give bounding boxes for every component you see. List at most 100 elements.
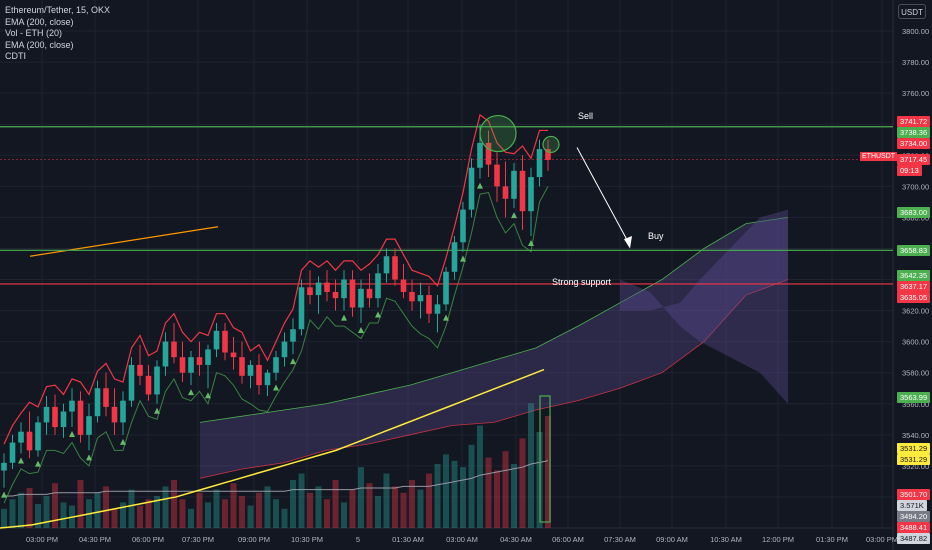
candle (392, 248, 398, 286)
volume-bar (120, 502, 126, 528)
legend-ema-1[interactable]: EMA (200, close) (5, 16, 74, 27)
candle (222, 323, 228, 361)
candle-body (1, 462, 7, 471)
volume-bar (341, 502, 347, 528)
candle-body (111, 406, 118, 423)
volume-bar (205, 502, 211, 528)
y-tick-label: 3620.00 (902, 307, 929, 316)
candle (434, 295, 441, 333)
volume-bar (417, 489, 424, 528)
candle-body (35, 422, 41, 451)
candle (230, 336, 237, 370)
candle-body (222, 330, 228, 353)
volume-bar (94, 492, 101, 528)
volume-highlight-box (539, 395, 551, 523)
buy-signal-triangle (358, 327, 364, 334)
buy-signal-triangle (290, 358, 296, 365)
y-tick-label: 3560.00 (902, 400, 929, 409)
candle (375, 264, 381, 318)
candle-body (154, 366, 160, 395)
legend-ema-2[interactable]: EMA (200, close) (5, 39, 74, 50)
price-tag: 3683.00 (897, 207, 931, 219)
volume-bar (528, 403, 534, 528)
peak-circle (479, 114, 517, 153)
candle-body (264, 372, 271, 386)
volume-bar (366, 483, 373, 528)
candle (239, 341, 245, 384)
volume-bar (264, 486, 271, 528)
buy-annotation: Buy (648, 231, 664, 241)
volume-bar (239, 496, 245, 528)
volume-bar (392, 486, 398, 528)
x-tick-label: 01:30 PM (816, 535, 848, 544)
buy-signal-triangle (69, 431, 75, 438)
candle-body (528, 177, 534, 212)
legend-cdti[interactable]: CDTI (5, 51, 26, 61)
candle (349, 270, 356, 317)
candle-body (349, 279, 356, 308)
candle (528, 167, 534, 247)
x-tick-label: 07:30 AM (604, 535, 636, 544)
candle-body (9, 442, 16, 463)
candle (256, 354, 262, 395)
volume-bar (137, 505, 143, 528)
candle-body (77, 400, 84, 435)
candle (60, 403, 67, 438)
projection-arrowhead (624, 236, 632, 249)
currency-button[interactable]: USDT (898, 4, 926, 19)
candle-body (120, 400, 126, 423)
candle-body (315, 282, 322, 296)
price-tag: 3658.83 (897, 244, 931, 256)
buy-signal-triangle (273, 384, 279, 391)
buy-signal-triangle (205, 392, 211, 399)
volume-bar (230, 483, 237, 528)
countdown-tag: 09:13 (897, 164, 922, 176)
price-tag: 3642.35 (897, 270, 931, 282)
x-tick-label: 03:00 AM (446, 535, 478, 544)
volume-bar (35, 504, 41, 528)
volume-bar (545, 416, 551, 528)
volume-bar (111, 508, 118, 528)
volume-bar (443, 454, 449, 528)
candle-body (162, 341, 169, 367)
x-tick-label: 03:00 PM (866, 535, 898, 544)
buy-signal-triangle (18, 457, 24, 464)
volume-bar (315, 486, 322, 528)
volume-bar (494, 470, 500, 528)
price-tag: 3531.29 (897, 453, 931, 465)
legend-symbol[interactable]: Ethereum/Tether, 15, OKX (5, 5, 111, 15)
buy-signal-triangle (375, 311, 381, 318)
candle-body (434, 304, 441, 314)
y-tick-label: 3600.00 (902, 338, 929, 347)
candle (536, 139, 543, 187)
volume-bar (358, 467, 364, 528)
candle-body (545, 149, 551, 160)
candle-body (94, 388, 101, 417)
volume-bar (188, 508, 194, 528)
candle-body (519, 170, 526, 212)
candle (468, 158, 475, 218)
candle (1, 453, 7, 498)
candle (111, 388, 118, 435)
volume-bar (298, 473, 305, 528)
x-tick-label: 04:30 PM (79, 535, 111, 544)
x-tick-label: 09:00 AM (656, 535, 688, 544)
candle-body (324, 282, 330, 292)
candle-body (383, 256, 390, 274)
candle-body (468, 167, 475, 210)
candle (103, 372, 109, 417)
candle-body (502, 186, 509, 199)
legend-volume[interactable]: Vol - ETH (20) (5, 28, 63, 38)
x-tick-label: 06:00 PM (132, 535, 164, 544)
candle (69, 388, 75, 438)
candle-body (205, 349, 211, 365)
sell-annotation: Sell (578, 111, 594, 121)
peak-circle-small (542, 135, 560, 154)
volume-bar (290, 480, 296, 528)
candle-body (290, 329, 296, 342)
candle (188, 350, 194, 396)
candle-body (460, 209, 466, 243)
